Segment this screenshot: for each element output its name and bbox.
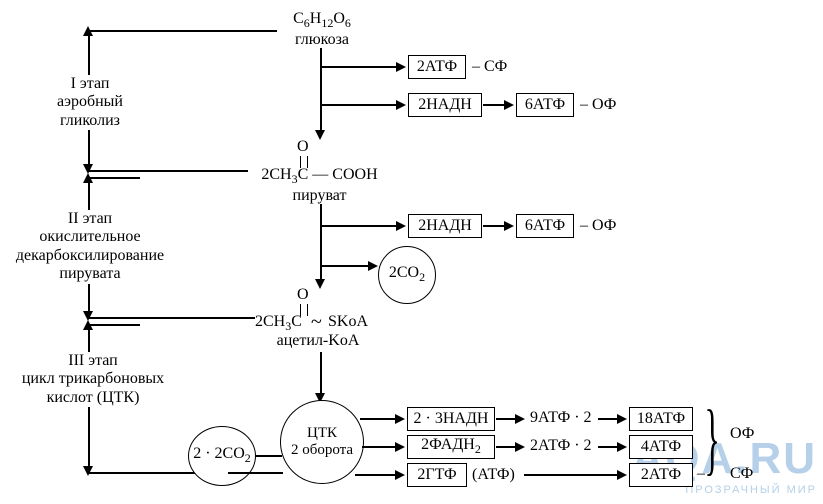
pyruvate-formula: 2CH3C — COOH	[261, 166, 377, 183]
box-2nadh-2: 2НАДН	[408, 214, 482, 238]
box-gtp: 2ГТФ	[407, 463, 467, 487]
fadh-formula: 2ФАДН2	[421, 436, 481, 457]
brace-icon: }	[705, 399, 720, 479]
t-9atp: 9АТФ · 2	[530, 409, 592, 427]
box-6atp-1: 6АТФ	[516, 93, 574, 117]
stage3-label: III этапцикл трикарбоновыхкислот (ЦТК)	[8, 352, 178, 407]
watermark-small: ПРОЗРАЧНЫЙ МИР	[685, 484, 817, 496]
box-3nadh: 2 · 3НАДН	[407, 407, 495, 431]
stage2-label: II этапокислительноедекарбоксилированиеп…	[5, 210, 175, 284]
acoa-O: O	[297, 286, 309, 304]
of-3: ОФ	[730, 425, 754, 443]
acoa-formula: 2CH3C	[255, 313, 302, 330]
box-4atp: 4АТФ	[629, 435, 693, 459]
circle-22co2: 2 · 2CO2	[188, 426, 256, 486]
dash-sf: –	[697, 465, 705, 483]
glucose-formula: C6H12O6	[293, 10, 351, 27]
of-2: – ОФ	[580, 217, 616, 235]
box-fadh: 2ФАДН2	[407, 435, 495, 459]
sf-2: СФ	[730, 465, 753, 483]
sf-1: – СФ	[472, 58, 507, 76]
box-6atp-2: 6АТФ	[516, 214, 574, 238]
circle-tca: ЦТК2 оборота	[280, 400, 364, 484]
glucose: C6H12O6 глюкоза	[277, 10, 367, 49]
of-1: – ОФ	[580, 96, 616, 114]
pyruvate: 2CH3C — COOH пируват	[247, 166, 392, 205]
circle-2co2: 2CO2	[378, 246, 436, 304]
co2-formula-1: 2CO2	[389, 264, 425, 285]
pyruvate-O: O	[297, 138, 309, 156]
stage1-label: I этапаэробныйгликолиз	[35, 75, 145, 130]
box-18atp: 18АТФ	[629, 407, 693, 431]
co2-formula-2: 2 · 2CO2	[193, 445, 251, 466]
t-atp: (АТФ)	[472, 466, 515, 484]
acoa-skoa: SKoA	[328, 313, 368, 331]
t-2atp: 2АТФ · 2	[530, 437, 592, 455]
tilde-icon: ~	[311, 311, 322, 334]
box-2atp-2: 2АТФ	[629, 463, 693, 487]
acoa-name: ацетил-KoA	[268, 332, 368, 350]
box-2nadh-1: 2НАДН	[408, 93, 482, 117]
box-2atp-1: 2АТФ	[408, 55, 466, 79]
acetyl-coa: 2CH3C	[255, 313, 302, 334]
